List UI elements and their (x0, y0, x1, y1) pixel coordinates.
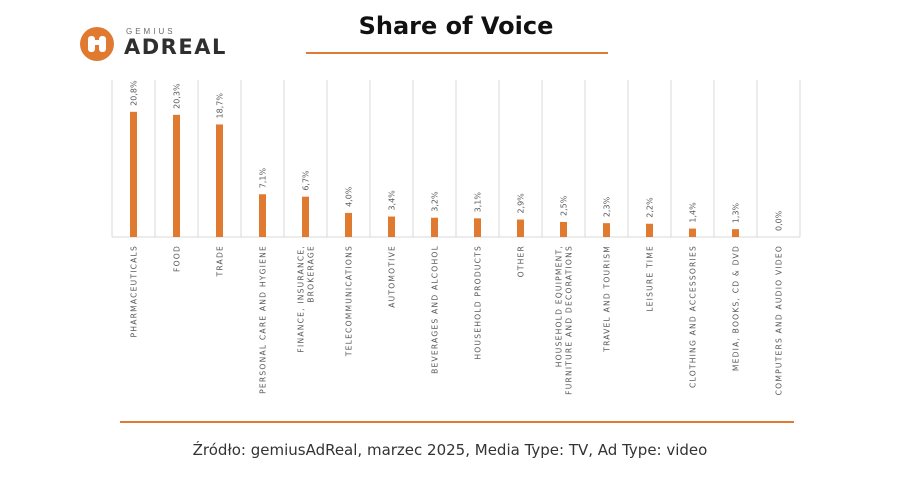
data-label: 18,7% (216, 93, 225, 119)
data-label: 3,1% (474, 192, 483, 213)
category-label: COMPUTERS AND AUDIO VIDEO (775, 245, 784, 395)
data-label: 4,0% (345, 186, 354, 207)
category-label: FURNITURE AND DECORATIONS (565, 245, 574, 395)
category-label: FINANCE, INSURANCE, (297, 245, 306, 353)
category-label: CLOTHING AND ACCESSORIES (689, 245, 698, 388)
category-label: MEDIA, BOOKS, CD & DVD (732, 245, 741, 371)
bar (173, 114, 180, 237)
bar (517, 219, 524, 237)
brand-name: ADREAL (124, 35, 227, 59)
brand-logo: GEMIUS ADREAL (80, 27, 230, 61)
footer-divider (120, 421, 794, 423)
brand-small-text: GEMIUS (126, 27, 176, 36)
data-label: 1,4% (689, 202, 698, 223)
binoculars-icon (80, 27, 114, 61)
category-label: PERSONAL CARE AND HYGIENE (259, 245, 268, 394)
data-label: 2,2% (646, 197, 655, 218)
data-label: 20,8% (130, 80, 139, 106)
data-label: 3,2% (431, 191, 440, 212)
category-label: AUTOMOTIVE (388, 245, 397, 308)
data-label: 6,7% (302, 170, 311, 191)
bar (689, 228, 696, 237)
data-label: 2,9% (517, 193, 526, 214)
category-label: TELECOMMUNICATIONS (345, 245, 354, 357)
data-label: 7,1% (259, 168, 268, 189)
data-label: 1,3% (732, 202, 741, 223)
category-label: LEISURE TIME (646, 245, 655, 312)
bar (345, 212, 352, 237)
data-label: 2,5% (560, 195, 569, 216)
title-underline (306, 52, 608, 54)
category-label: OTHER (517, 245, 526, 277)
category-label: BROKERAGE (307, 245, 316, 303)
bar (431, 217, 438, 237)
category-label: HOUSEHOLD PRODUCTS (474, 245, 483, 360)
data-label: 2,3% (603, 196, 612, 217)
bar (130, 111, 137, 237)
source-note: Źródło: gemiusAdReal, marzec 2025, Media… (192, 441, 708, 459)
bar (388, 216, 395, 237)
bar (646, 223, 653, 237)
bar-chart: 20,8% PHARMACEUTICALS 20,3% FOOD 18,7% TRADE 7… (111, 80, 801, 395)
data-label: 20,3% (173, 83, 182, 109)
category-label: TRADE (216, 245, 225, 277)
bar (474, 218, 481, 237)
data-label: 0,0% (775, 210, 784, 231)
bar (732, 229, 739, 237)
category-label: PHARMACEUTICALS (130, 245, 139, 337)
category-label: HOUSEHOLD EQUIPMENT, (555, 245, 564, 367)
chart-title: Share of Voice (358, 12, 554, 40)
data-label: 3,4% (388, 190, 397, 211)
category-label: BEVERAGES AND ALCOHOL (431, 245, 440, 374)
category-label: TRAVEL AND TOURISM (603, 245, 612, 353)
category-label: FOOD (173, 245, 182, 272)
bar (259, 194, 266, 237)
bar (216, 124, 223, 237)
bar (603, 223, 610, 237)
bar (560, 221, 567, 237)
bar (302, 196, 309, 237)
